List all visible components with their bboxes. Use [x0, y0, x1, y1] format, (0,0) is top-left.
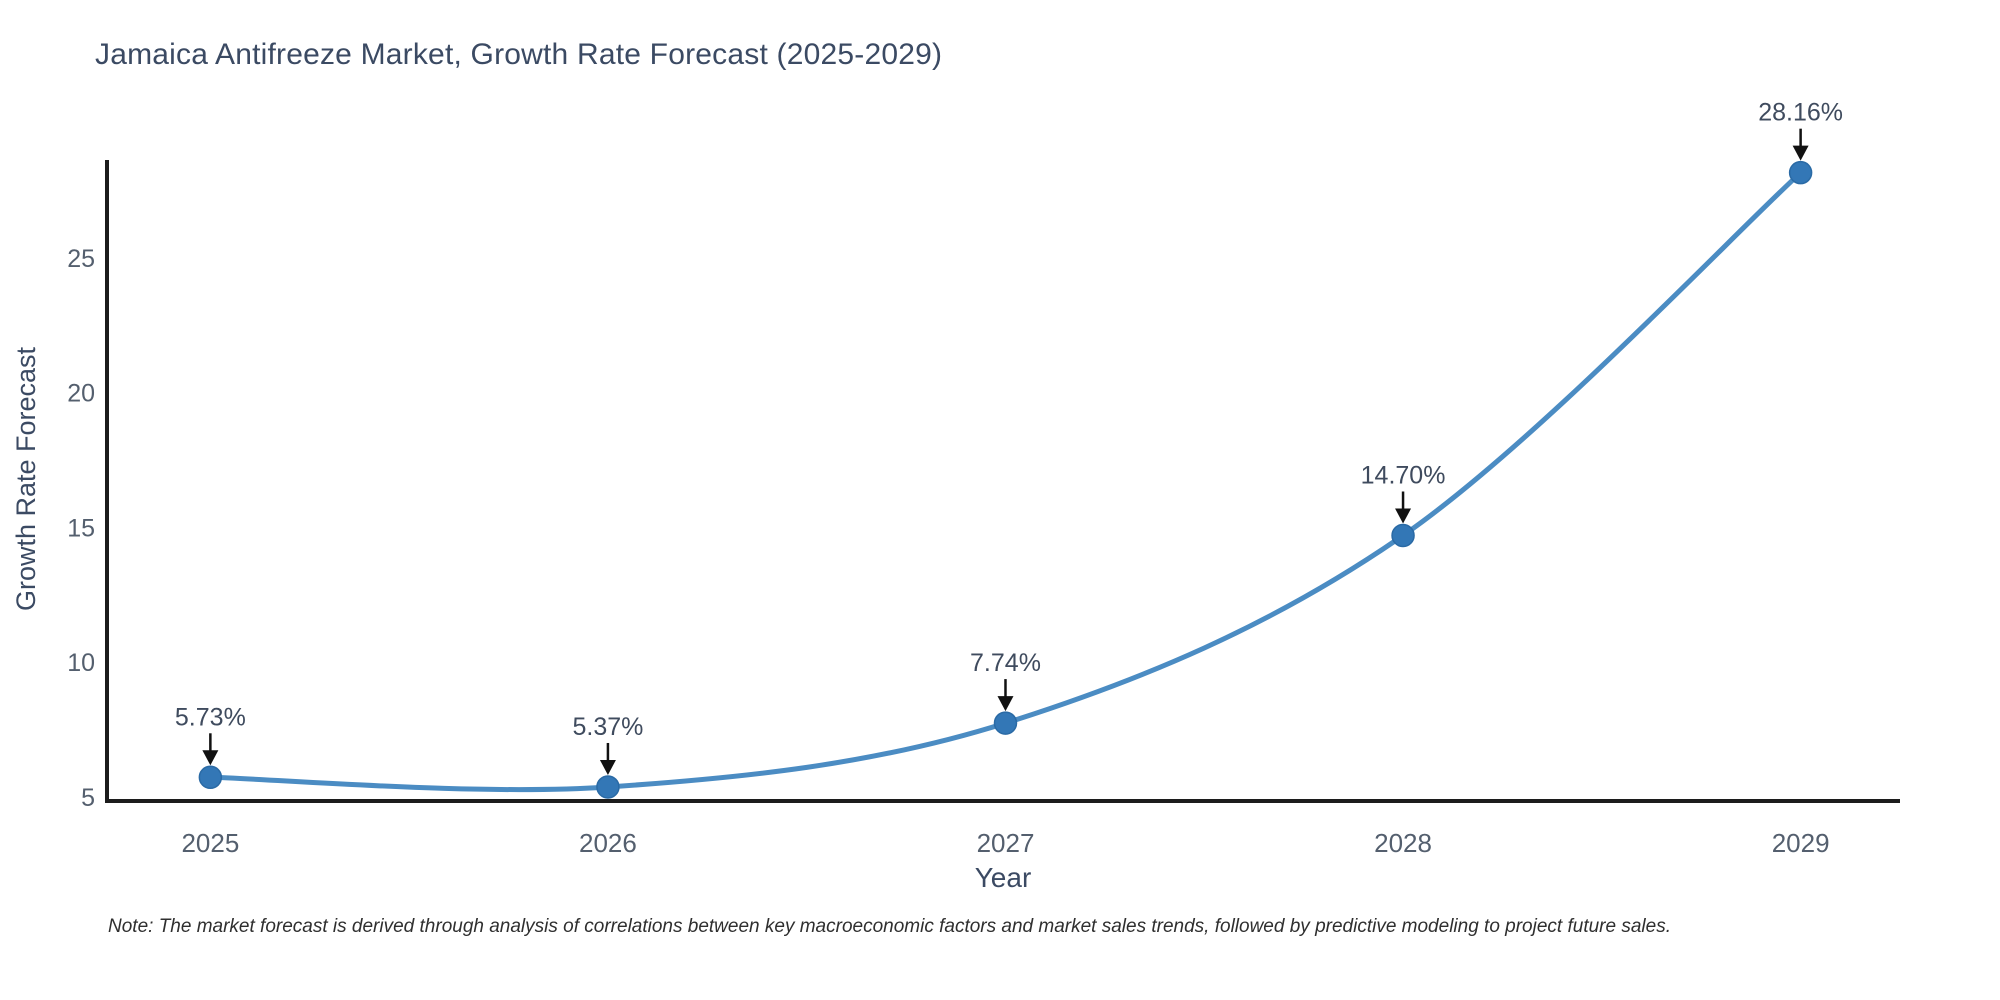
annotation-label: 28.16%: [1758, 99, 1843, 127]
data-point-marker: [1788, 160, 1813, 185]
annotation: 5.73%: [175, 703, 246, 766]
annotation-label: 5.37%: [572, 713, 643, 741]
annotation-label: 14.70%: [1361, 461, 1446, 489]
line-series: [207, 170, 1804, 793]
footnote: Note: The market forecast is derived thr…: [108, 916, 1671, 937]
x-axis-title: Year: [974, 862, 1032, 893]
annotation-arrowhead-icon: [202, 750, 219, 766]
annotation: 28.16%: [1758, 99, 1843, 161]
y-tick-label: 5: [81, 784, 95, 812]
y-tick-label: 10: [67, 649, 95, 677]
y-tick-label: 15: [67, 514, 95, 542]
annotation-arrowhead-icon: [1395, 508, 1412, 524]
annotation: 14.70%: [1361, 461, 1446, 524]
x-tick-label: 2029: [1772, 828, 1830, 858]
annotation-arrowhead-icon: [1792, 145, 1809, 161]
annotation-arrowhead-icon: [997, 696, 1014, 712]
y-tick-label: 20: [67, 380, 95, 408]
annotation-label: 5.73%: [175, 703, 246, 731]
x-tick-label: 2028: [1374, 828, 1432, 858]
annotation-arrowhead-icon: [599, 759, 616, 775]
annotation: 7.74%: [970, 649, 1041, 712]
x-tick-label: 2025: [181, 828, 239, 858]
data-point-marker: [993, 711, 1018, 735]
y-tick-label: 25: [67, 245, 95, 273]
data-point-marker: [1391, 523, 1415, 548]
chart-title: Jamaica Antifreeze Market, Growth Rate F…: [95, 38, 943, 71]
annotation: 5.37%: [572, 713, 643, 775]
annotation-label: 7.74%: [970, 649, 1041, 677]
x-tick-label: 2027: [977, 828, 1035, 858]
x-tick-label: 2026: [579, 828, 637, 858]
data-point-marker: [198, 765, 223, 790]
data-point-marker: [596, 775, 620, 799]
